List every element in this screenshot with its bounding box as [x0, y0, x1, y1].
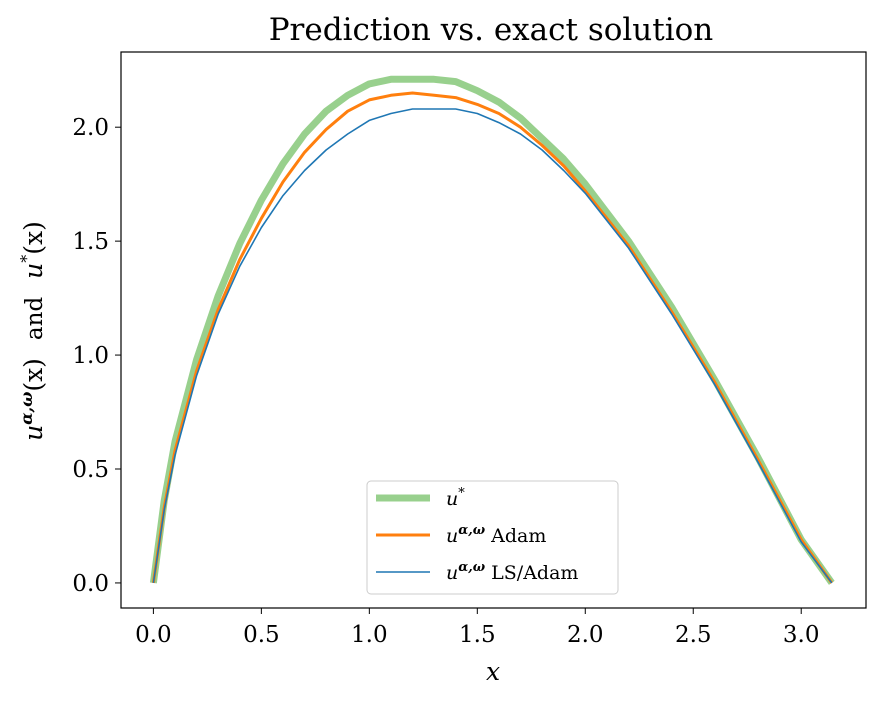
y-axis-label: uα,ω(x)andu*(x) — [17, 221, 48, 441]
y-label-and: and — [22, 297, 48, 341]
legend-box — [366, 480, 619, 595]
plot-area: 0.0 0.5 1.0 1.5 2.0 2.5 3.0 0.0 0.5 1.0 1.5 2.0 — [72, 51, 867, 648]
y-label-arg-1: (x) — [19, 358, 48, 392]
x-tick-label: 3.0 — [783, 622, 820, 648]
y-label-u-alpha-omega: u — [19, 425, 48, 441]
y-label-sup-star: * — [17, 255, 36, 263]
axes-frame — [120, 51, 867, 609]
y-tick-label: 1.0 — [72, 343, 109, 369]
x-tick-label: 2.5 — [675, 622, 712, 648]
series-line-2 — [152, 108, 833, 584]
y-tick-label: 0.0 — [72, 571, 109, 597]
svg-text:uα,ω(x)andu*(x): uα,ω(x)andu*(x) — [17, 221, 48, 441]
series-lines — [149, 75, 835, 585]
x-tick-label: 2.0 — [567, 622, 604, 648]
x-tick-label: 1.0 — [351, 622, 388, 648]
x-tick-label: 0.0 — [135, 622, 172, 648]
legend: u* uα,ω Adam uα,ω LS/Adam — [366, 480, 619, 595]
y-tick-label: 0.5 — [72, 457, 109, 483]
series-line-1 — [151, 91, 834, 584]
x-axis-ticks: 0.0 0.5 1.0 1.5 2.0 2.5 3.0 — [135, 608, 820, 648]
x-axis-label: x — [486, 657, 500, 686]
y-label-arg-2: (x) — [19, 221, 48, 255]
y-label-sup-alpha-omega: α,ω — [17, 392, 36, 425]
legend-label-2: uα,ω LS/Adam — [446, 560, 578, 584]
x-tick-label: 1.5 — [459, 622, 496, 648]
legend-label-1: uα,ω Adam — [446, 523, 546, 547]
x-tick-label: 0.5 — [243, 622, 280, 648]
y-tick-label: 2.0 — [72, 115, 109, 141]
y-axis-ticks: 0.0 0.5 1.0 1.5 2.0 — [72, 115, 121, 597]
series-line-0 — [149, 75, 835, 585]
y-tick-label: 1.5 — [72, 229, 109, 255]
y-label-u-star: u — [19, 263, 48, 279]
legend-label-0: u* — [446, 486, 465, 510]
chart-title: Prediction vs. exact solution — [269, 12, 714, 48]
